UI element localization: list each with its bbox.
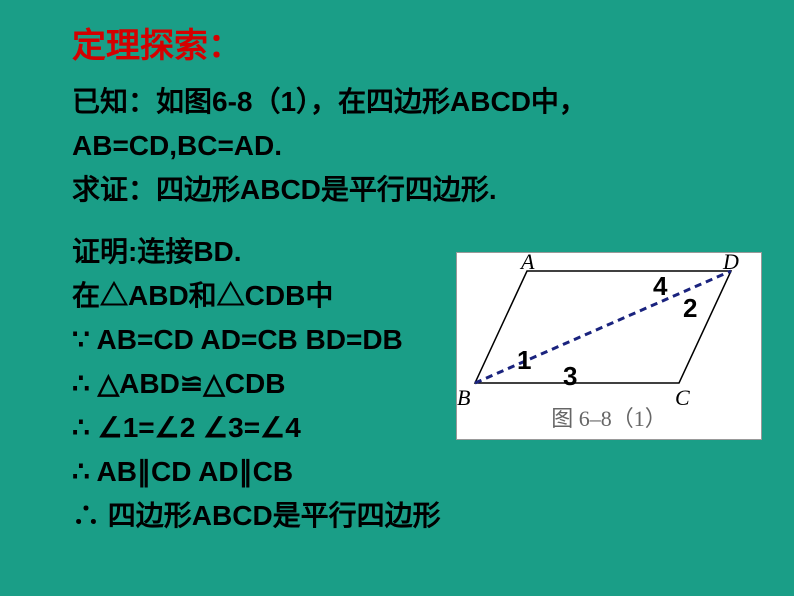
vertex-d-label: D xyxy=(723,249,739,275)
line-proof-7: ∴ 四边形ABCD是平行四边形 xyxy=(72,494,587,538)
angle-3-label: 3 xyxy=(563,361,577,392)
spacer xyxy=(72,212,587,230)
line-proof-6: ∴ AB∥CD AD∥CB xyxy=(72,450,587,494)
diagonal-bd xyxy=(475,271,731,383)
section-title: 定理探索： xyxy=(72,18,242,67)
angle-1-label: 1 xyxy=(517,345,531,376)
angle-2-label: 2 xyxy=(683,293,697,324)
angle-4-label: 4 xyxy=(653,271,667,302)
parallelogram-svg xyxy=(457,253,763,403)
line-given-2: AB=CD,BC=AD. xyxy=(72,124,587,168)
figure-inner: A D B C 1 2 3 4 图 6–8（1） xyxy=(457,253,761,439)
line-given-1: 已知：如图6-8（1），在四边形ABCD中， xyxy=(72,80,587,124)
figure-caption: 图 6–8（1） xyxy=(457,401,761,433)
line-prove: 求证：四边形ABCD是平行四边形. xyxy=(72,168,587,212)
vertex-a-label: A xyxy=(521,249,534,275)
figure-container: A D B C 1 2 3 4 图 6–8（1） xyxy=(456,252,762,440)
